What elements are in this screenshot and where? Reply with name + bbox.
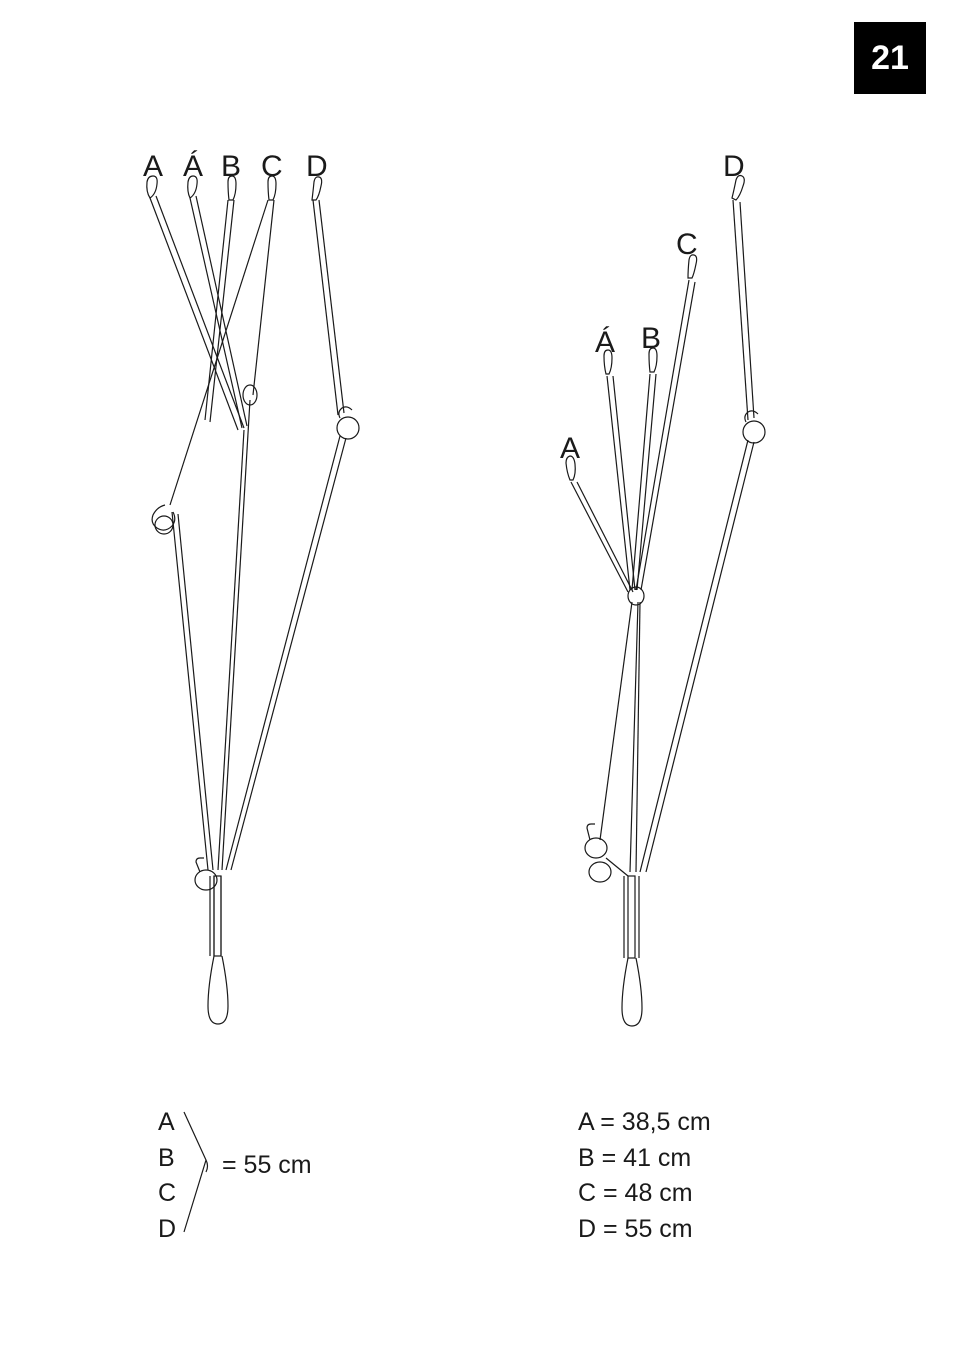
left-label-d: D bbox=[306, 150, 328, 184]
left-label-a2: Á bbox=[183, 150, 203, 184]
legend-letter: D bbox=[158, 1212, 176, 1248]
left-legend-value: = 55 cm bbox=[222, 1148, 312, 1184]
legend-line: D = 55 cm bbox=[578, 1212, 711, 1248]
legend-line: B = 41 cm bbox=[578, 1141, 711, 1177]
left-label-b: B bbox=[221, 150, 241, 184]
right-legend: A = 38,5 cm B = 41 cm C = 48 cm D = 55 c… bbox=[578, 1105, 711, 1247]
left-label-c: C bbox=[261, 150, 283, 184]
legend-letter: C bbox=[158, 1176, 176, 1212]
legend-letter: A bbox=[158, 1105, 176, 1141]
left-label-a: A bbox=[143, 150, 163, 184]
right-label-c: C bbox=[676, 228, 698, 262]
right-label-a: A bbox=[560, 432, 580, 466]
legend-line: C = 48 cm bbox=[578, 1176, 711, 1212]
legend-letter: B bbox=[158, 1141, 176, 1177]
right-label-a2: Á bbox=[595, 326, 615, 360]
left-legend-letters: A B C D bbox=[158, 1105, 176, 1247]
right-riser-diagram bbox=[0, 0, 954, 1354]
right-label-b: B bbox=[641, 322, 661, 356]
legend-line: A = 38,5 cm bbox=[578, 1105, 711, 1141]
right-label-d: D bbox=[723, 150, 745, 184]
